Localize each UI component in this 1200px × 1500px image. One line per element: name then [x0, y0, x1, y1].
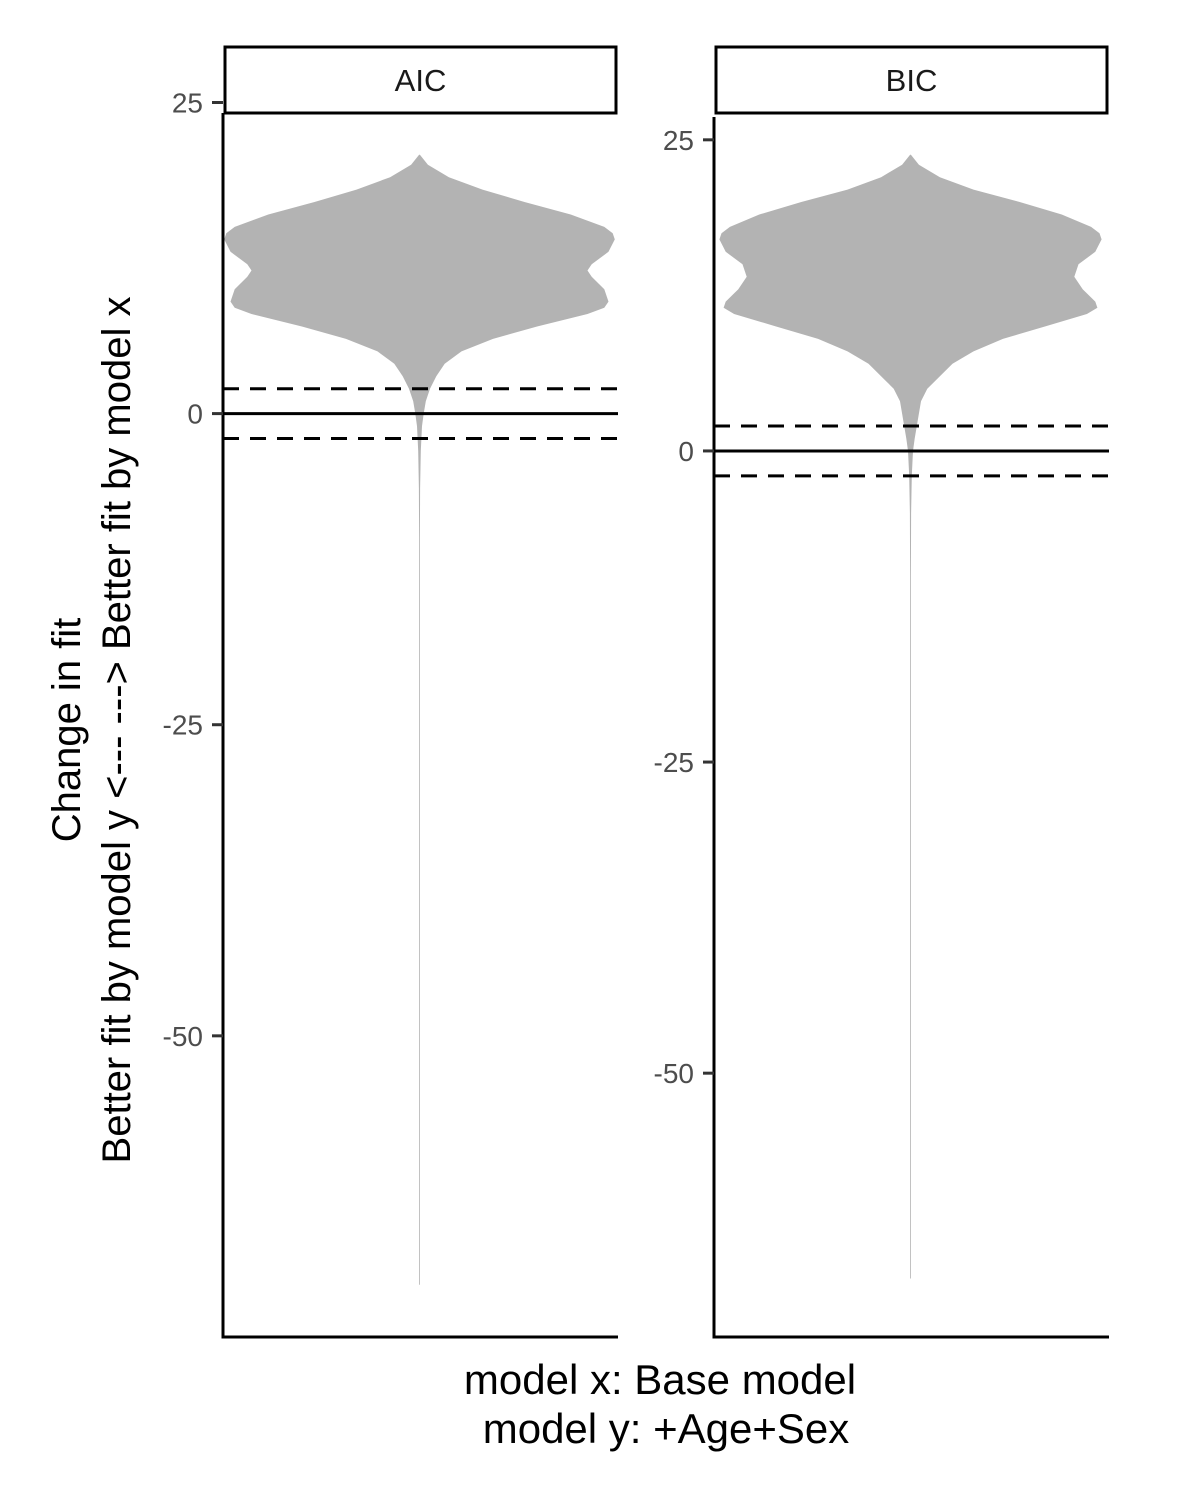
y-tick-label: -25: [163, 710, 203, 741]
facet-panel-aic: 25 0 -25 -50 AIC: [163, 45, 618, 1339]
facet-strip-label: AIC: [395, 63, 447, 98]
caption-model-y: model y: +Age+Sex: [483, 1405, 850, 1452]
y-tick-label: -50: [163, 1021, 203, 1052]
y-axis-title: Change in fit Better fit by model y <---…: [45, 297, 139, 1164]
y-tick-label: 0: [678, 436, 694, 467]
facet-panel-bic: 25 0 -25 -50 BIC: [654, 45, 1109, 1339]
y-axis-title-line1: Change in fit: [45, 618, 89, 843]
y-tick-label: 25: [663, 125, 694, 156]
y-axis-title-line2: Better fit by model y <--- ---> Better f…: [95, 297, 139, 1164]
y-tick-label: -25: [654, 747, 694, 778]
violin: [719, 154, 1102, 1279]
facet-panels: 25 0 -25 -50 AIC 25 0 -25 -50 BIC: [163, 45, 1109, 1339]
facet-strip: [714, 45, 1109, 115]
caption-model-x: model x: Base model: [464, 1356, 856, 1403]
y-tick-label: 0: [187, 399, 203, 430]
y-tick-label: 25: [172, 87, 203, 118]
facet-strip-label: BIC: [886, 63, 938, 98]
y-tick-label: -50: [654, 1058, 694, 1089]
facet-strip: [223, 45, 618, 115]
violin: [224, 154, 615, 1285]
